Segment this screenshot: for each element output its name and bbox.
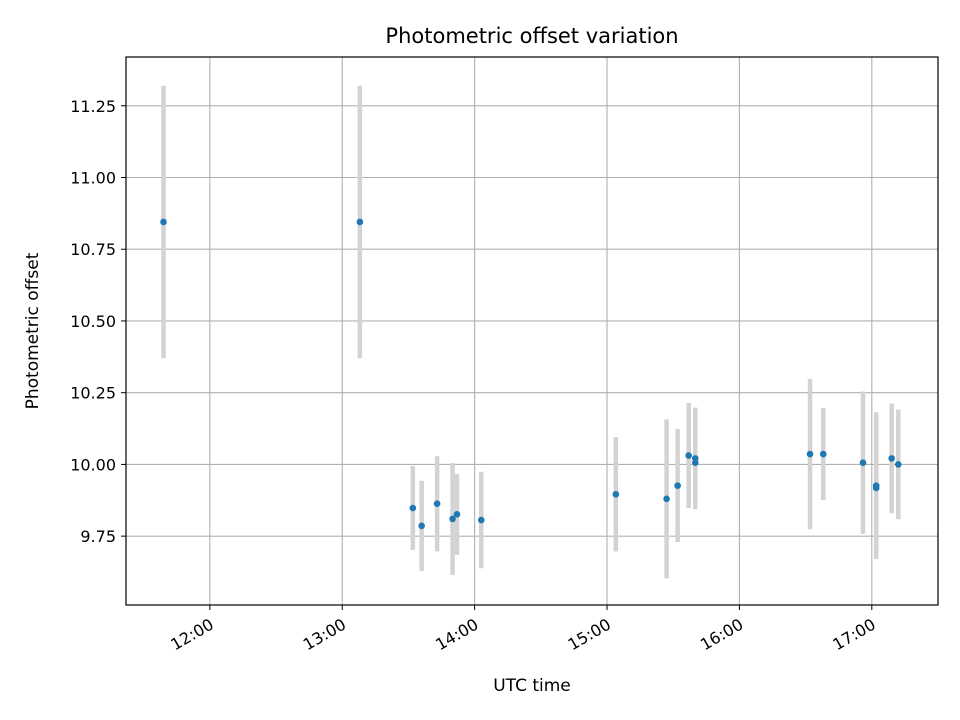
data-point (691, 459, 699, 466)
data-point (356, 218, 364, 226)
y-tick-label: 9.75 (80, 527, 116, 546)
data-point (872, 484, 880, 492)
data-point (612, 490, 620, 498)
data-point (806, 450, 814, 458)
data-point (685, 452, 692, 459)
data-point (859, 459, 867, 466)
y-tick-label: 11.25 (70, 97, 116, 116)
y-tick-label: 10.75 (70, 240, 116, 259)
data-point (888, 455, 895, 462)
data-point (418, 522, 425, 530)
data-points (160, 218, 902, 530)
plot-frame (125, 56, 939, 606)
data-point (663, 495, 670, 503)
data-point (160, 218, 167, 226)
y-tick-label: 10.50 (70, 312, 116, 331)
grid (126, 57, 938, 605)
y-tick-label: 10.25 (70, 384, 116, 403)
data-point (819, 450, 827, 458)
data-point (674, 482, 681, 489)
data-point (894, 461, 902, 468)
y-tick-label: 10.00 (70, 455, 116, 474)
chart-title: Photometric offset variation (385, 24, 678, 48)
data-point (409, 504, 417, 512)
data-point (477, 516, 485, 524)
data-point (449, 515, 456, 523)
x-axis-label: UTC time (493, 676, 571, 696)
data-point (433, 500, 441, 508)
data-point (453, 511, 461, 518)
y-tick-label: 11.00 (70, 169, 116, 188)
y-axis-label: Photometric offset (23, 252, 43, 409)
